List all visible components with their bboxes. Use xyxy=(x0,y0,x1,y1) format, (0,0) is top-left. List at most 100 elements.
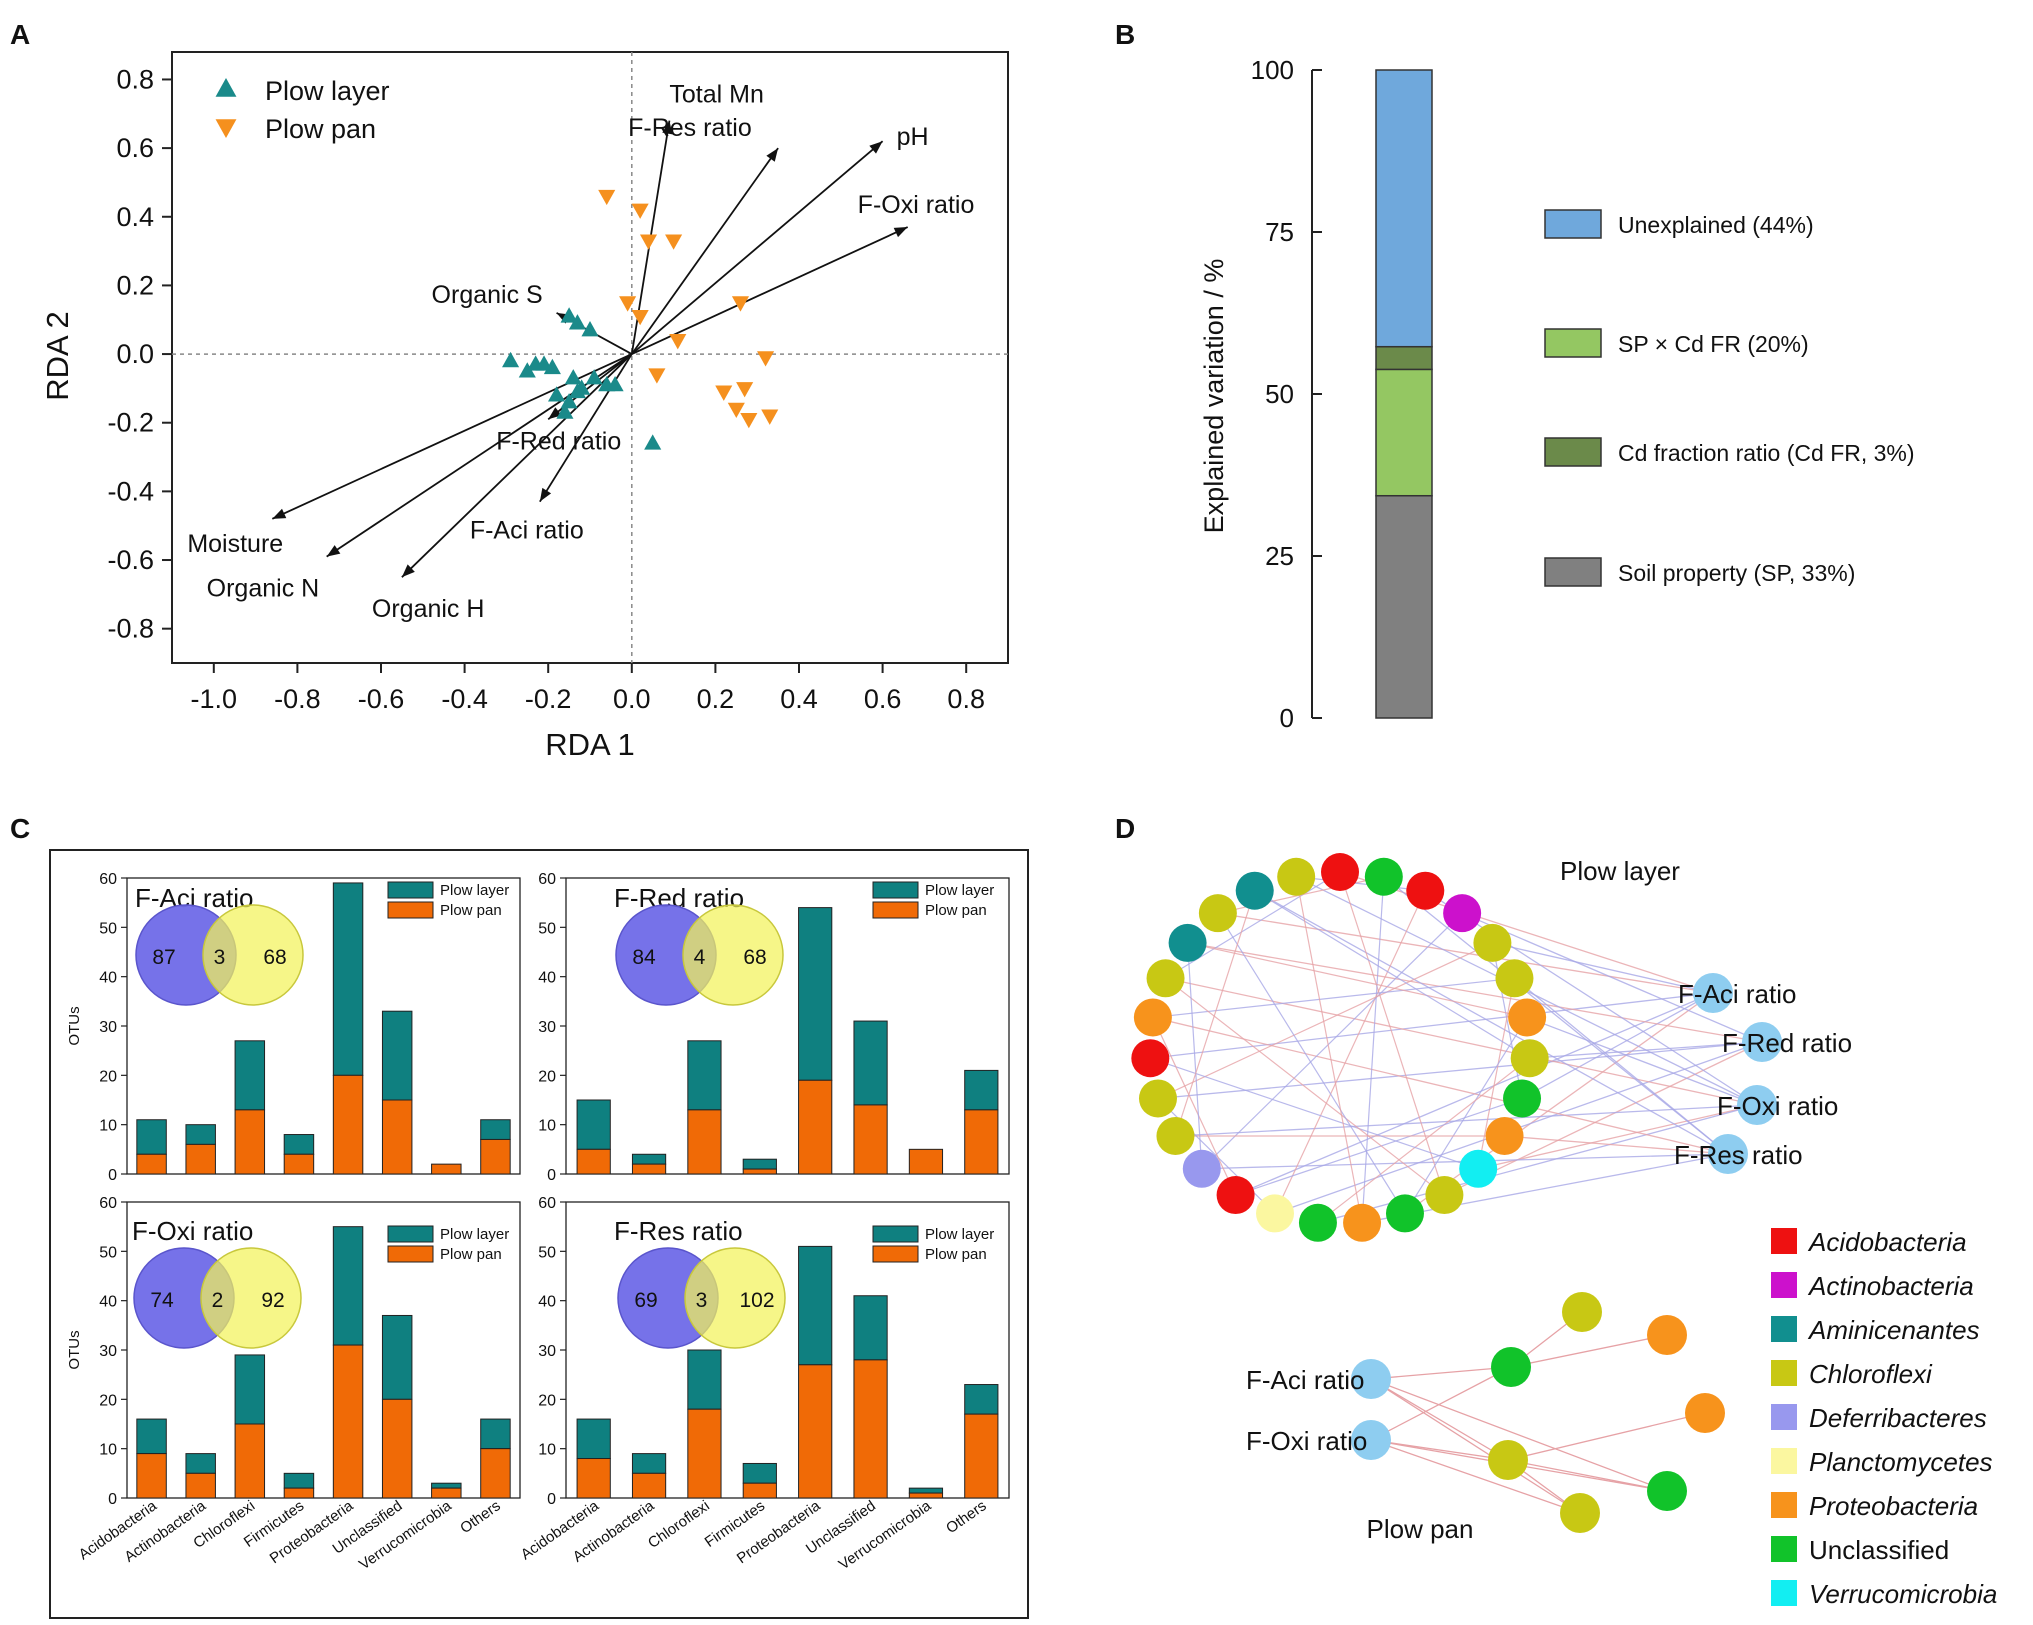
otu-bar-plow-pan-firmicutes xyxy=(742,1482,777,1499)
network-edge xyxy=(1317,1057,1531,1224)
x-tick-label: 0.8 xyxy=(947,684,985,714)
variation-segment-unexplained-44 xyxy=(1375,69,1433,348)
otu-y-tick-label: 40 xyxy=(99,970,117,987)
plow-layer-point xyxy=(564,369,582,385)
network-node-chloroflexi xyxy=(1510,1039,1549,1078)
variation-stacked-bar xyxy=(1375,69,1433,719)
otu-y-tick-label: 0 xyxy=(547,1491,556,1508)
otu-bar-plow-pan-verrucomicrobia xyxy=(908,1492,944,1499)
otu-bar-plow-pan-verrucomicrobia xyxy=(431,1487,462,1499)
x-tick-label: -0.2 xyxy=(525,684,572,714)
vector-line xyxy=(631,226,909,355)
phylum-legend-label-unclassified: Unclassified xyxy=(1809,1535,1949,1565)
otu-y-tick-label: 50 xyxy=(538,1244,556,1261)
network-edge-pan xyxy=(1510,1334,1668,1368)
otu-y-tick-label: 30 xyxy=(99,1019,117,1036)
plow-pan-point xyxy=(665,234,683,250)
otu-bar-plow-layer-actinobacteria xyxy=(631,1153,667,1165)
otu-bar-plow-pan-verrucomicrobia xyxy=(908,1148,944,1175)
otu-bar-plow-layer-verrucomicrobia xyxy=(908,1487,944,1494)
plow-pan-point xyxy=(740,412,758,429)
plow-pan-point xyxy=(736,382,754,398)
otu-bar-plow-pan-actinobacteria xyxy=(631,1163,667,1175)
otu-y-tick-label: 30 xyxy=(99,1343,117,1360)
vector-label: Total Mn xyxy=(669,81,763,109)
otu-bar-plow-pan-actinobacteria xyxy=(185,1143,216,1175)
phylum-legend-swatch-planctomycetes xyxy=(1771,1448,1797,1474)
network-nodes: F-Aci ratio F-Red ratio F-Oxi ratio F-Res r… xyxy=(1131,853,1852,1533)
plow-pan-point xyxy=(631,203,649,219)
plow-layer-point xyxy=(560,307,578,323)
network-edge xyxy=(1254,890,1530,1059)
network-edge xyxy=(1478,1104,1758,1170)
otu-bar-plow-pan-acidobacteria xyxy=(136,1153,167,1175)
network-node-proteobacteria xyxy=(1133,998,1172,1037)
network-edge-pan xyxy=(1370,1378,1509,1461)
otu-y-tick-label: 30 xyxy=(538,1343,556,1360)
network-edge xyxy=(1274,890,1426,1214)
plow-layer-point xyxy=(644,434,662,450)
panel-label-b: B xyxy=(1115,19,1135,50)
network-node-unclassified xyxy=(1503,1079,1542,1118)
otu-bar-plow-layer-chloroflexi xyxy=(234,1354,266,1425)
otu-bar-plow-pan-firmicutes xyxy=(283,1487,315,1499)
network-node-chloroflexi xyxy=(1277,857,1316,896)
venn-circle-right xyxy=(682,904,784,1006)
otu-y-tick-label: 20 xyxy=(99,1392,117,1409)
otu-bar-plow-pan-actinobacteria xyxy=(185,1472,216,1499)
network-node-acidobacteria xyxy=(1321,853,1359,891)
y-tick-label: 0.4 xyxy=(116,202,154,232)
rda-zero-lines xyxy=(172,52,1008,663)
otu-bar-plow-layer-others xyxy=(480,1119,511,1140)
otu-bar-plow-layer-acidobacteria xyxy=(136,1119,167,1155)
plow-pan-point xyxy=(727,402,745,418)
network-node-aminicenantes xyxy=(1235,871,1274,910)
variation-axis: 0 25 50 75 100 xyxy=(1251,55,1322,733)
phylum-legend-swatch-deferribacteres xyxy=(1771,1404,1797,1430)
network-factor-label: F-Red ratio xyxy=(1722,1028,1852,1058)
network-node-aminicenantes xyxy=(1168,923,1207,962)
network-edge xyxy=(1187,942,1763,1043)
variation-partitioning: 0 25 50 75 100 Unexplained (44%) SP × Cd FR (… xyxy=(1199,55,1915,733)
otu-bar-plow-layer-actinobacteria xyxy=(185,1453,216,1474)
network-edge xyxy=(1254,890,1729,1155)
variation-legend-swatch xyxy=(1544,328,1602,358)
otu-y-tick-label: 40 xyxy=(99,1294,117,1311)
network-edge-pan xyxy=(1370,1439,1581,1514)
network-edge xyxy=(1235,1097,1523,1196)
phylum-legend-swatch-proteobacteria xyxy=(1771,1492,1797,1518)
network-edge xyxy=(1504,1135,1729,1155)
vector-label: Moisture xyxy=(187,530,283,558)
otu-legend-label-plow-layer: Plow layer xyxy=(925,1226,994,1243)
venn-circle-right xyxy=(684,1247,786,1349)
network-node-chloroflexi xyxy=(1198,894,1237,933)
network-node-pan-unclassified xyxy=(1647,1471,1687,1511)
otu-category-label: Proteobacteria xyxy=(267,1497,357,1567)
phylum-legend-swatch-unclassified xyxy=(1771,1536,1797,1562)
otu-y-axis-label: OTUs xyxy=(66,1330,83,1369)
venn-right-count: 102 xyxy=(739,1289,774,1312)
variation-segment-sp-cd-fr-20 xyxy=(1375,368,1433,497)
otu-bar-plow-pan-chloroflexi xyxy=(687,1408,722,1499)
otu-bar-plow-layer-chloroflexi xyxy=(234,1040,266,1111)
plow-pan-point xyxy=(619,296,637,312)
phylum-legend-swatch-aminicenantes xyxy=(1771,1316,1797,1342)
vector-label: Organic S xyxy=(432,281,543,309)
venn-circle-right xyxy=(202,904,304,1006)
otu-y-tick-label: 0 xyxy=(108,1491,117,1508)
network-edge-pan xyxy=(1507,1412,1706,1461)
plow-layer-point xyxy=(606,375,624,392)
plow-pan-point xyxy=(598,189,616,206)
network-node-proteobacteria xyxy=(1485,1117,1524,1155)
otu-bar-plow-layer-verrucomicrobia xyxy=(431,1482,462,1489)
venn-left-count: 74 xyxy=(150,1289,174,1312)
venn-circle-right xyxy=(200,1247,302,1349)
otu-bar-plow-layer-acidobacteria xyxy=(576,1418,611,1460)
otu-y-tick-label: 50 xyxy=(99,1244,117,1261)
venn-right-count: 92 xyxy=(261,1289,284,1312)
x-tick-label: -0.4 xyxy=(441,684,488,714)
network-node-planctomycetes xyxy=(1256,1194,1295,1233)
